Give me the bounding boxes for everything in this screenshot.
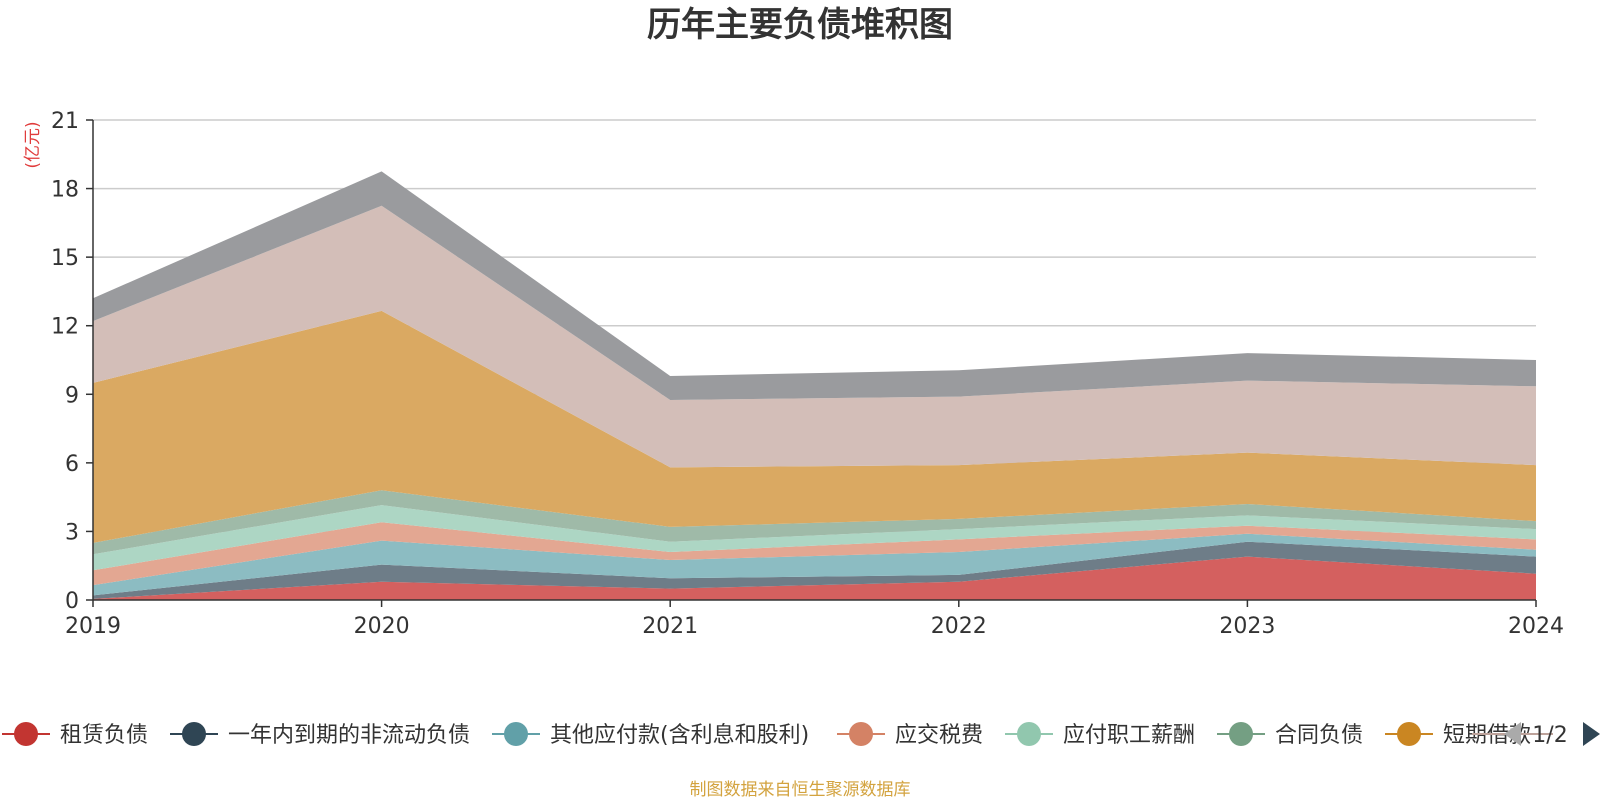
y-tick-label: 6	[65, 452, 79, 477]
area-series-2[interactable]	[93, 541, 1536, 599]
legend-next-icon[interactable]	[1583, 722, 1600, 746]
legend-page-indicator: 1/2	[1532, 723, 1567, 748]
legend-item-6[interactable]: 合同负债	[1217, 722, 1363, 748]
data-source-note: 制图数据来自恒生聚源数据库	[690, 780, 911, 800]
legend-label: 应付职工薪酬	[1063, 723, 1195, 748]
y-tick-label: 18	[51, 178, 79, 203]
area-series-6[interactable]	[93, 490, 1536, 555]
y-tick-label: 15	[51, 246, 79, 271]
x-tick-label: 2022	[931, 614, 987, 639]
legend-pager: 1/2	[1504, 722, 1600, 748]
legend-prev-icon[interactable]	[1504, 722, 1521, 746]
area-series-5[interactable]	[93, 505, 1536, 571]
x-tick-label: 2024	[1508, 614, 1564, 639]
legend-label: 一年内到期的非流动负债	[228, 723, 470, 748]
y-tick-label: 12	[51, 315, 79, 340]
x-tick-label: 2023	[1219, 614, 1275, 639]
axes	[92, 120, 1536, 601]
legend-marker	[849, 722, 873, 746]
legend-marker	[504, 722, 528, 746]
legend-item-1[interactable]: 租赁负债	[2, 722, 148, 748]
x-tick-label: 2020	[354, 614, 410, 639]
area-series-7[interactable]	[93, 310, 1536, 543]
y-tick-label: 0	[65, 589, 79, 614]
legend-marker	[1397, 722, 1421, 746]
legend-label: 合同负债	[1275, 723, 1363, 748]
area-series-8[interactable]	[93, 205, 1536, 468]
area-series-3[interactable]	[93, 533, 1536, 596]
legend-marker	[14, 722, 38, 746]
legend-marker	[1229, 722, 1253, 746]
x-tick-label: 2019	[65, 614, 121, 639]
chart-title: 历年主要负债堆积图	[647, 5, 953, 45]
legend-label: 租赁负债	[60, 723, 148, 748]
y-axis-unit: (亿元)	[23, 121, 43, 168]
legend-item-2[interactable]: 一年内到期的非流动负债	[170, 722, 470, 748]
legend-item-3[interactable]: 其他应付款(含利息和股利)	[492, 722, 809, 748]
legend-item-4[interactable]: 应交税费	[837, 722, 983, 748]
area-series-4[interactable]	[93, 522, 1536, 586]
legend-marker	[182, 722, 206, 746]
x-tick-label: 2021	[642, 614, 698, 639]
legend-item-5[interactable]: 应付职工薪酬	[1005, 722, 1195, 748]
area-series-9[interactable]	[93, 171, 1536, 400]
y-ticks: 0 3 6 9 12 15 18 21	[51, 109, 93, 614]
legend-marker	[1017, 722, 1041, 746]
legend: 租赁负债 一年内到期的非流动负债 其他应付款(含利息和股利) 应交税费 应付职工薪酬 合同…	[2, 722, 1553, 748]
legend-label: 其他应付款(含利息和股利)	[550, 723, 809, 748]
y-tick-label: 9	[65, 383, 79, 408]
x-ticks: 2019 2020 2021 2022 2023 2024	[65, 600, 1564, 639]
legend-label: 应交税费	[895, 723, 983, 748]
y-tick-label: 3	[65, 520, 79, 545]
area-series	[93, 171, 1536, 600]
y-tick-label: 21	[51, 109, 79, 134]
area-series-1[interactable]	[93, 556, 1536, 600]
